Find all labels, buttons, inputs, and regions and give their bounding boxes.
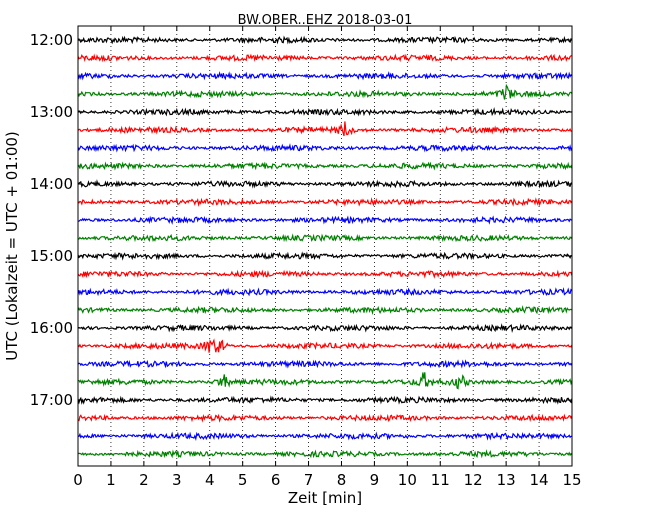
x-tick-label: 12	[464, 471, 483, 489]
trace-1630	[77, 359, 573, 369]
trace-1445	[77, 233, 573, 243]
trace-1515	[77, 269, 573, 279]
trace-1730	[77, 431, 573, 441]
trace-1400	[77, 179, 573, 189]
x-tick-label: 1	[106, 471, 116, 489]
trace-1615	[77, 338, 573, 353]
trace-1530	[77, 287, 573, 297]
x-tick-label: 13	[497, 471, 516, 489]
trace-1645	[77, 372, 573, 390]
x-tick-label: 9	[370, 471, 380, 489]
x-tick-label: 3	[172, 471, 182, 489]
trace-1700	[77, 395, 573, 405]
trace-1230	[77, 71, 573, 81]
y-tick-label: 15:00	[30, 247, 73, 265]
y-tick-label: 14:00	[30, 175, 73, 193]
trace-1745	[77, 449, 573, 459]
traces	[77, 35, 573, 459]
trace-1415	[77, 197, 573, 207]
y-tick-label: 13:00	[30, 103, 73, 121]
x-tick-label: 14	[530, 471, 549, 489]
x-tick-label: 8	[337, 471, 347, 489]
trace-1345	[77, 161, 573, 171]
trace-1245	[77, 83, 573, 100]
x-tick-label: 7	[304, 471, 314, 489]
trace-1315	[77, 121, 573, 137]
trace-1215	[77, 53, 573, 63]
x-tick-label: 0	[73, 471, 83, 489]
x-tick-label: 5	[238, 471, 248, 489]
x-tick-label: 6	[271, 471, 281, 489]
y-tick-label: 16:00	[30, 319, 73, 337]
x-tick-label: 2	[139, 471, 149, 489]
chart-title: BW.OBER..EHZ 2018-03-01	[238, 13, 413, 28]
trace-1200	[77, 35, 573, 45]
trace-1500	[77, 251, 573, 261]
plot-frame	[77, 25, 573, 467]
y-tick-label: 12:00	[30, 31, 73, 49]
trace-1715	[77, 413, 573, 423]
x-tick-label: 10	[398, 471, 417, 489]
x-tick-label: 11	[431, 471, 450, 489]
y-axis-ticks: 12:00 13:00 14:00 15:00 16:00 17:00	[30, 31, 572, 409]
trace-1430	[78, 215, 572, 225]
trace-1600	[77, 323, 573, 334]
x-axis-ticks: 0 1 2 3 4 5 6 7 8 9 10 11 12 13 14 15	[73, 26, 582, 489]
trace-1545	[77, 305, 573, 316]
y-tick-label: 17:00	[30, 391, 73, 409]
x-tick-label: 15	[562, 471, 581, 489]
grid	[110, 26, 540, 466]
x-axis-label: Zeit [min]	[288, 489, 362, 507]
y-axis-label: UTC (Lokalzeit = UTC + 01:00)	[3, 131, 21, 361]
x-tick-label: 4	[205, 471, 215, 489]
trace-1300	[77, 107, 573, 117]
trace-1330	[77, 143, 573, 153]
